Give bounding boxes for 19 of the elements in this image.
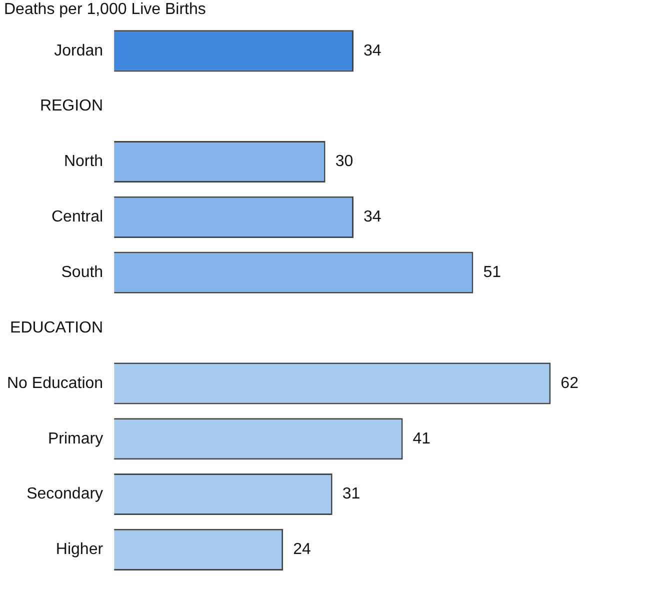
chart-title: Deaths per 1,000 Live Births <box>4 1 206 18</box>
data-label: 34 <box>363 208 382 226</box>
y-tick-label: North <box>64 153 104 170</box>
y-tick-label: REGION <box>40 98 104 115</box>
y-tick-label: EDUCATION <box>10 319 104 336</box>
data-label: 31 <box>342 486 360 503</box>
y-tick-label: Higher <box>56 541 104 558</box>
data-label: 30 <box>335 153 354 170</box>
data-label: 62 <box>560 374 579 392</box>
y-tick-label: Jordan <box>54 42 104 60</box>
data-label: 51 <box>483 264 502 281</box>
data-label: 34 <box>363 42 382 60</box>
data-label: 41 <box>412 430 431 448</box>
y-tick-label: Secondary <box>26 486 104 503</box>
y-tick-label: South <box>61 264 104 281</box>
y-tick-label: Primary <box>48 430 104 448</box>
y-tick-label: No Education <box>7 374 104 392</box>
y-tick-label: Central <box>51 208 104 226</box>
data-label: 24 <box>293 541 311 558</box>
